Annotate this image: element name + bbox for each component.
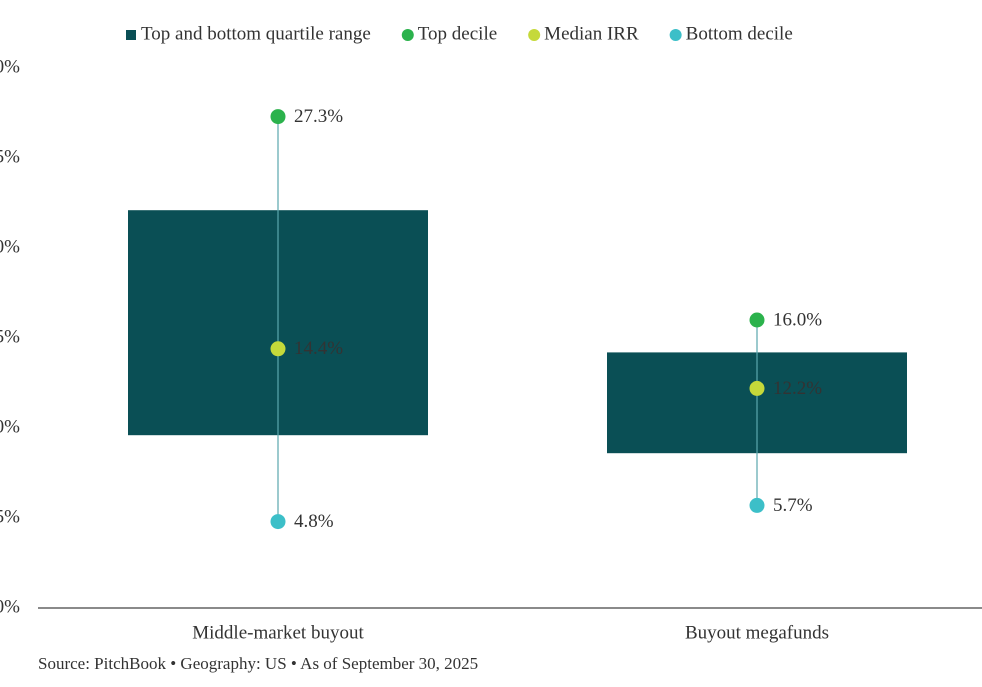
legend-marker	[126, 30, 136, 40]
legend-marker	[528, 29, 541, 41]
source: Source: PitchBook • Geography: US • As o…	[38, 654, 478, 673]
legend-marker	[669, 29, 682, 41]
y-tick-label: 15%	[0, 326, 20, 347]
dot	[270, 109, 286, 125]
dot	[749, 380, 765, 396]
dot	[270, 514, 286, 530]
legend-label: Median IRR	[544, 23, 639, 44]
data-label: 16.0%	[773, 309, 822, 330]
legend-label: Top and bottom quartile range	[141, 23, 371, 44]
y-tick-label: 25%	[0, 146, 20, 167]
y-tick-label: 10%	[0, 416, 20, 437]
legend-label: Top decile	[418, 23, 497, 44]
dot	[749, 312, 765, 328]
data-label: 12.2%	[773, 378, 822, 399]
x-tick-label: Middle-market buyout	[192, 622, 364, 643]
data-label: 14.4%	[294, 338, 343, 359]
data-label: 4.8%	[294, 511, 334, 532]
dot	[270, 341, 286, 357]
data-label: 27.3%	[294, 106, 343, 127]
y-tick-label: 30%	[0, 56, 20, 77]
legend-marker	[401, 29, 414, 41]
y-tick-label: 0%	[0, 596, 20, 617]
y-tick-label: 20%	[0, 236, 20, 257]
data-label: 5.7%	[773, 495, 813, 516]
x-tick-label: Buyout megafunds	[685, 622, 829, 643]
dot	[749, 497, 765, 513]
legend-label: Bottom decile	[686, 23, 793, 44]
y-tick-label: 5%	[0, 506, 20, 527]
